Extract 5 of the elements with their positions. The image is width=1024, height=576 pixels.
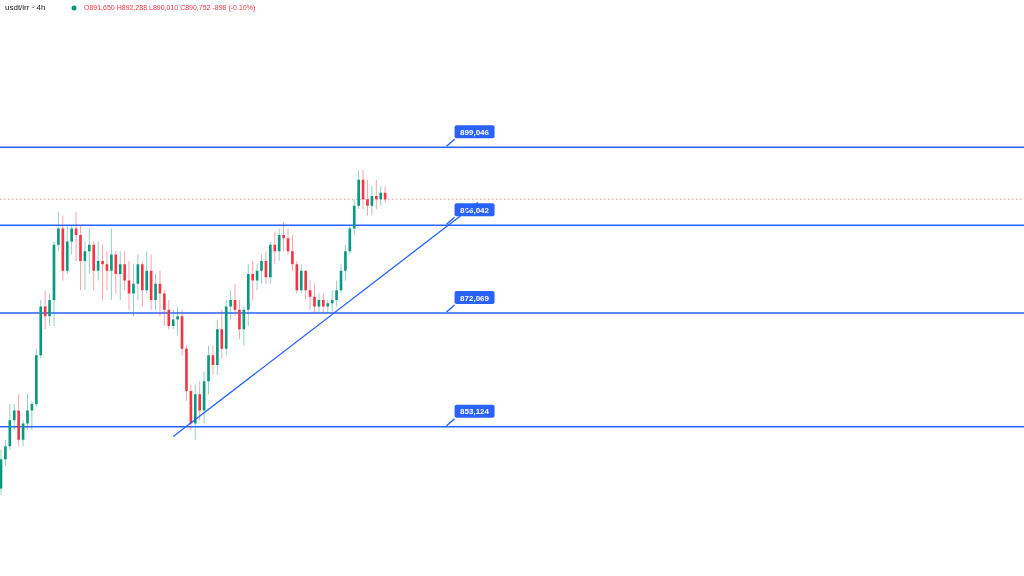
annotation: 872,069 <box>460 293 490 303</box>
annotation: 886,042 <box>460 205 490 215</box>
text: 899,046 <box>460 127 490 137</box>
chart-title: usdt/irr · 4h <box>5 3 46 12</box>
annotation: 853,124 <box>460 407 490 417</box>
